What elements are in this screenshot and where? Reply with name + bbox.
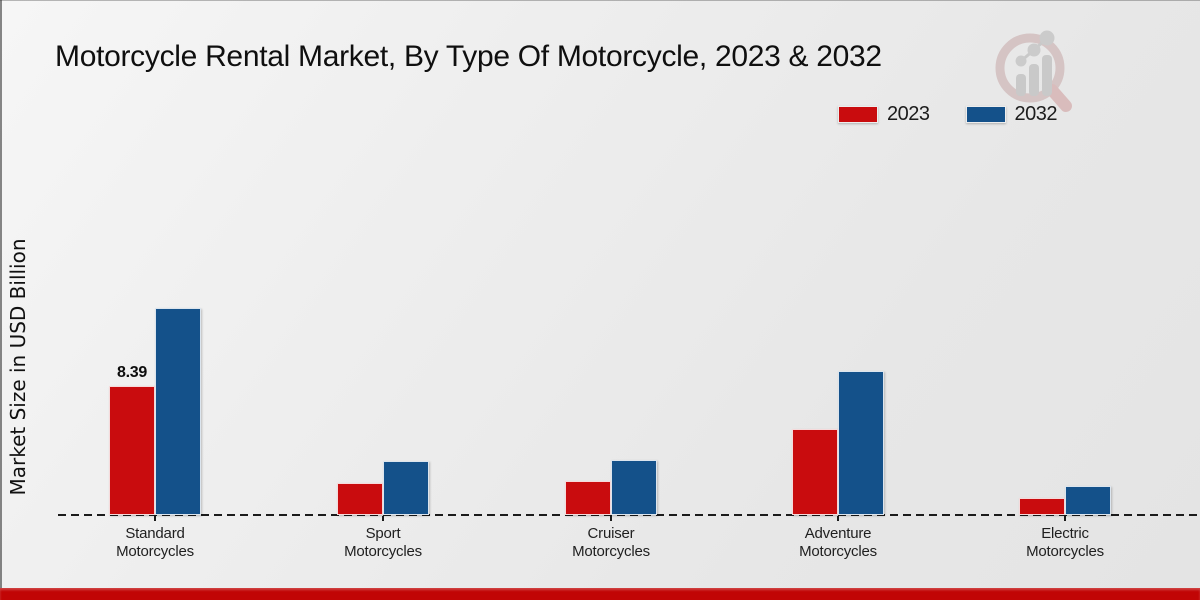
category-label-cruiser-motorcycles: Cruiser Motorcycles <box>572 525 650 560</box>
magnifier-bar-chart-logo-icon <box>995 30 1072 112</box>
category-label-adventure-motorcycles: Adventure Motorcycles <box>799 525 877 560</box>
x-axis-tick-electric-motorcycles <box>1064 516 1066 521</box>
footer-accent-bar <box>0 588 1200 600</box>
legend-label-2023: 2023 <box>887 103 930 125</box>
legend: 2023 2032 <box>838 103 1057 126</box>
legend-label-2032: 2032 <box>1014 103 1058 125</box>
legend-item-2032: 2032 <box>965 103 1058 126</box>
bar-2023-adventure-motorcycles <box>792 429 838 515</box>
category-label-electric-motorcycles: Electric Motorcycles <box>1026 525 1104 560</box>
bar-2032-electric-motorcycles <box>1065 486 1111 515</box>
category-label-sport-motorcycles: Sport Motorcycles <box>344 525 422 560</box>
bar-2032-adventure-motorcycles <box>838 371 884 515</box>
x-axis-tick-sport-motorcycles <box>382 516 384 521</box>
screenshot-top-border <box>0 0 1200 1</box>
bar-2032-sport-motorcycles <box>383 461 429 515</box>
x-axis-tick-standard-motorcycles <box>154 516 156 521</box>
legend-swatch-2032 <box>965 106 1006 123</box>
chart-title: Motorcycle Rental Market, By Type Of Mot… <box>55 40 882 73</box>
x-axis-tick-cruiser-motorcycles <box>610 516 612 521</box>
bar-2023-cruiser-motorcycles <box>565 481 611 515</box>
bar-2032-cruiser-motorcycles <box>611 460 657 515</box>
bar-2023-sport-motorcycles <box>337 483 383 515</box>
bar-2032-standard-motorcycles <box>155 308 201 515</box>
x-axis-tick-adventure-motorcycles <box>837 516 839 521</box>
bar-2023-standard-motorcycles <box>109 386 155 515</box>
legend-item-2023: 2023 <box>838 103 930 126</box>
legend-swatch-2023 <box>838 106 878 123</box>
bar-value-label: 8.39 <box>117 364 147 381</box>
x-axis-dashed-baseline <box>58 514 1197 516</box>
category-label-standard-motorcycles: Standard Motorcycles <box>116 525 194 560</box>
screenshot-left-border <box>0 0 2 588</box>
bar-2023-electric-motorcycles <box>1019 498 1065 515</box>
